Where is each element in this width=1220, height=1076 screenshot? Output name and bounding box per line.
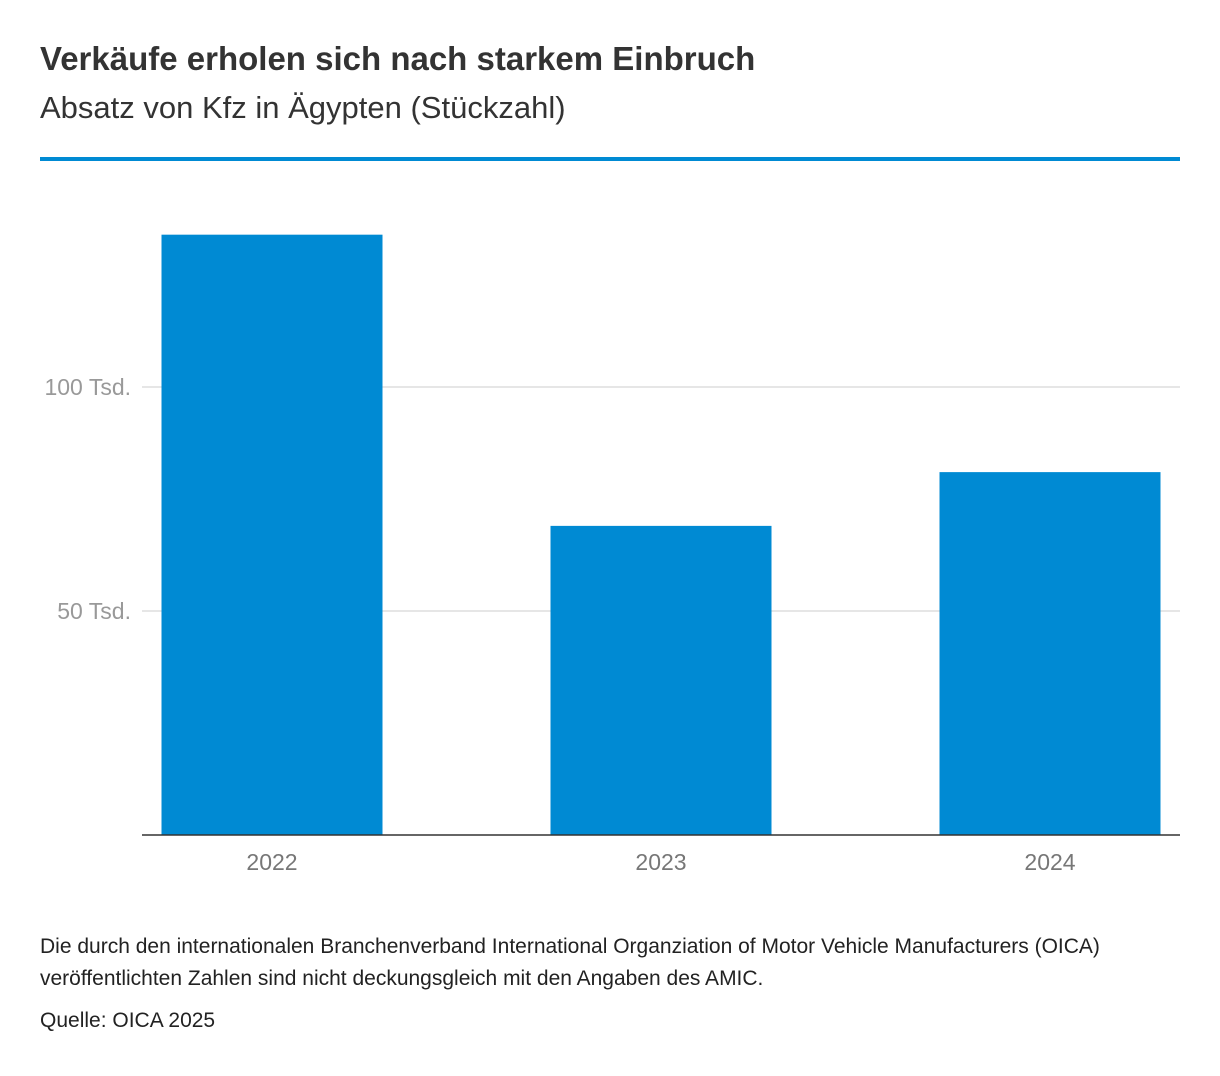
chart-subtitle: Absatz von Kfz in Ägypten (Stückzahl) xyxy=(40,90,566,125)
chart-title: Verkäufe erholen sich nach starkem Einbr… xyxy=(40,40,756,77)
y-tick-label: 100 Tsd. xyxy=(44,374,131,400)
y-tick-labels: 50 Tsd. 100 Tsd. xyxy=(44,374,131,624)
bars xyxy=(161,234,1161,835)
footnote: Die durch den internationalen Branchenve… xyxy=(40,935,1100,990)
bar-chart: 50 Tsd. 100 Tsd. 2022 2023 2024 xyxy=(44,234,1180,875)
x-tick-labels: 2022 2023 2024 xyxy=(246,849,1075,875)
x-tick-label-2022: 2022 xyxy=(246,849,297,875)
y-tick-label: 50 Tsd. xyxy=(57,598,131,624)
source-line: Quelle: OICA 2025 xyxy=(40,1009,216,1032)
bar-2023 xyxy=(550,525,772,835)
header-divider xyxy=(40,157,1180,161)
bar-2024 xyxy=(939,472,1161,835)
x-tick-label-2023: 2023 xyxy=(635,849,686,875)
x-tick-label-2024: 2024 xyxy=(1024,849,1075,875)
bar-2022 xyxy=(161,234,383,835)
